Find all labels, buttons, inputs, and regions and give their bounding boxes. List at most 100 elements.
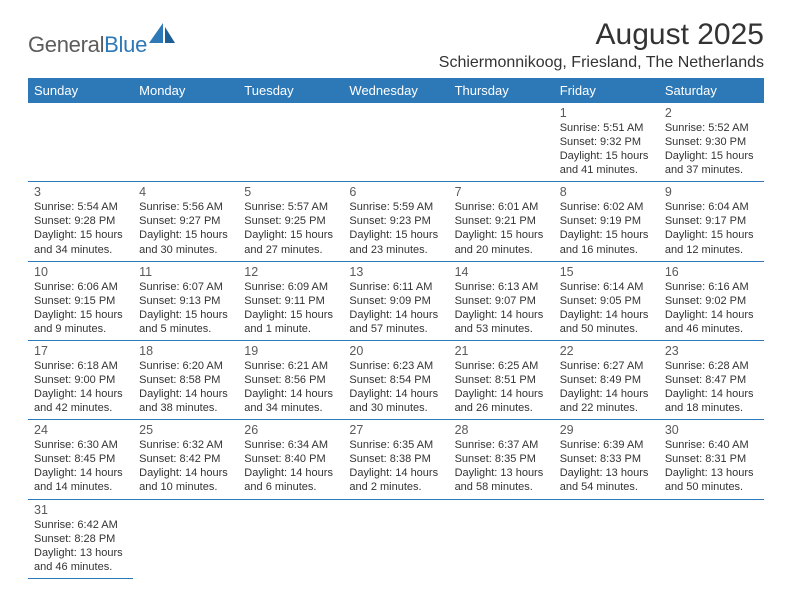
weekday-header-row: SundayMondayTuesdayWednesdayThursdayFrid… (28, 78, 764, 103)
brand-logo: GeneralBlue (28, 32, 177, 58)
sunset-line: Sunset: 9:15 PM (34, 294, 127, 308)
calendar-row: 31Sunrise: 6:42 AMSunset: 8:28 PMDayligh… (28, 499, 764, 578)
daylight-line: Daylight: 15 hours and 23 minutes. (349, 228, 442, 256)
calendar-day: 25Sunrise: 6:32 AMSunset: 8:42 PMDayligh… (133, 420, 238, 499)
sail-icon (149, 23, 177, 50)
sunrise-line: Sunrise: 6:06 AM (34, 280, 127, 294)
day-number: 16 (665, 265, 758, 279)
sunset-line: Sunset: 8:38 PM (349, 452, 442, 466)
daylight-line: Daylight: 13 hours and 54 minutes. (560, 466, 653, 494)
daylight-line: Daylight: 15 hours and 37 minutes. (665, 149, 758, 177)
sunset-line: Sunset: 8:49 PM (560, 373, 653, 387)
sunrise-line: Sunrise: 6:14 AM (560, 280, 653, 294)
calendar-day: 27Sunrise: 6:35 AMSunset: 8:38 PMDayligh… (343, 420, 448, 499)
daylight-line: Daylight: 14 hours and 53 minutes. (455, 308, 548, 336)
calendar-row: 24Sunrise: 6:30 AMSunset: 8:45 PMDayligh… (28, 420, 764, 499)
daylight-line: Daylight: 14 hours and 22 minutes. (560, 387, 653, 415)
daylight-line: Daylight: 13 hours and 50 minutes. (665, 466, 758, 494)
calendar-empty (449, 499, 554, 578)
sunset-line: Sunset: 8:42 PM (139, 452, 232, 466)
calendar-row: 1Sunrise: 5:51 AMSunset: 9:32 PMDaylight… (28, 103, 764, 182)
day-number: 30 (665, 423, 758, 437)
weekday-header: Monday (133, 78, 238, 103)
sunset-line: Sunset: 8:47 PM (665, 373, 758, 387)
sunset-line: Sunset: 8:45 PM (34, 452, 127, 466)
sunset-line: Sunset: 9:02 PM (665, 294, 758, 308)
day-number: 20 (349, 344, 442, 358)
day-number: 8 (560, 185, 653, 199)
daylight-line: Daylight: 15 hours and 5 minutes. (139, 308, 232, 336)
calendar-day: 18Sunrise: 6:20 AMSunset: 8:58 PMDayligh… (133, 340, 238, 419)
sunset-line: Sunset: 8:54 PM (349, 373, 442, 387)
day-number: 18 (139, 344, 232, 358)
sunrise-line: Sunrise: 5:54 AM (34, 200, 127, 214)
daylight-line: Daylight: 14 hours and 2 minutes. (349, 466, 442, 494)
calendar-empty (238, 103, 343, 182)
sunrise-line: Sunrise: 6:40 AM (665, 438, 758, 452)
sunrise-line: Sunrise: 6:35 AM (349, 438, 442, 452)
daylight-line: Daylight: 15 hours and 9 minutes. (34, 308, 127, 336)
daylight-line: Daylight: 15 hours and 16 minutes. (560, 228, 653, 256)
daylight-line: Daylight: 13 hours and 58 minutes. (455, 466, 548, 494)
day-number: 3 (34, 185, 127, 199)
weekday-header: Wednesday (343, 78, 448, 103)
calendar-day: 21Sunrise: 6:25 AMSunset: 8:51 PMDayligh… (449, 340, 554, 419)
day-number: 6 (349, 185, 442, 199)
weekday-header: Sunday (28, 78, 133, 103)
day-number: 29 (560, 423, 653, 437)
sunset-line: Sunset: 9:11 PM (244, 294, 337, 308)
calendar-day: 11Sunrise: 6:07 AMSunset: 9:13 PMDayligh… (133, 261, 238, 340)
day-number: 11 (139, 265, 232, 279)
calendar-day: 6Sunrise: 5:59 AMSunset: 9:23 PMDaylight… (343, 182, 448, 261)
calendar-day: 8Sunrise: 6:02 AMSunset: 9:19 PMDaylight… (554, 182, 659, 261)
sunrise-line: Sunrise: 6:32 AM (139, 438, 232, 452)
calendar-day: 1Sunrise: 5:51 AMSunset: 9:32 PMDaylight… (554, 103, 659, 182)
calendar-day: 2Sunrise: 5:52 AMSunset: 9:30 PMDaylight… (659, 103, 764, 182)
day-number: 2 (665, 106, 758, 120)
day-number: 13 (349, 265, 442, 279)
sunset-line: Sunset: 9:23 PM (349, 214, 442, 228)
sunset-line: Sunset: 9:09 PM (349, 294, 442, 308)
day-number: 15 (560, 265, 653, 279)
daylight-line: Daylight: 15 hours and 30 minutes. (139, 228, 232, 256)
day-number: 27 (349, 423, 442, 437)
day-number: 10 (34, 265, 127, 279)
sunset-line: Sunset: 9:30 PM (665, 135, 758, 149)
header: GeneralBlue August 2025 Schiermonnikoog,… (28, 18, 764, 72)
daylight-line: Daylight: 14 hours and 46 minutes. (665, 308, 758, 336)
weekday-header: Saturday (659, 78, 764, 103)
calendar-day: 22Sunrise: 6:27 AMSunset: 8:49 PMDayligh… (554, 340, 659, 419)
calendar-day: 29Sunrise: 6:39 AMSunset: 8:33 PMDayligh… (554, 420, 659, 499)
location: Schiermonnikoog, Friesland, The Netherla… (439, 54, 764, 72)
calendar-empty (133, 499, 238, 578)
sunset-line: Sunset: 8:40 PM (244, 452, 337, 466)
daylight-line: Daylight: 14 hours and 34 minutes. (244, 387, 337, 415)
sunrise-line: Sunrise: 6:16 AM (665, 280, 758, 294)
daylight-line: Daylight: 14 hours and 26 minutes. (455, 387, 548, 415)
sunset-line: Sunset: 8:51 PM (455, 373, 548, 387)
weekday-header: Tuesday (238, 78, 343, 103)
calendar-day: 19Sunrise: 6:21 AMSunset: 8:56 PMDayligh… (238, 340, 343, 419)
sunrise-line: Sunrise: 5:51 AM (560, 121, 653, 135)
sunrise-line: Sunrise: 6:02 AM (560, 200, 653, 214)
calendar-empty (343, 499, 448, 578)
weekday-header: Friday (554, 78, 659, 103)
day-number: 1 (560, 106, 653, 120)
day-number: 7 (455, 185, 548, 199)
day-number: 4 (139, 185, 232, 199)
day-number: 5 (244, 185, 337, 199)
calendar-day: 4Sunrise: 5:56 AMSunset: 9:27 PMDaylight… (133, 182, 238, 261)
calendar-day: 3Sunrise: 5:54 AMSunset: 9:28 PMDaylight… (28, 182, 133, 261)
brand-part1: General (28, 32, 104, 57)
calendar-day: 30Sunrise: 6:40 AMSunset: 8:31 PMDayligh… (659, 420, 764, 499)
sunrise-line: Sunrise: 6:23 AM (349, 359, 442, 373)
sunset-line: Sunset: 8:33 PM (560, 452, 653, 466)
day-number: 24 (34, 423, 127, 437)
sunset-line: Sunset: 9:25 PM (244, 214, 337, 228)
brand-part2: Blue (104, 32, 147, 57)
sunrise-line: Sunrise: 6:09 AM (244, 280, 337, 294)
page-title: August 2025 (439, 18, 764, 52)
day-number: 23 (665, 344, 758, 358)
brand-text: GeneralBlue (28, 32, 147, 58)
daylight-line: Daylight: 14 hours and 57 minutes. (349, 308, 442, 336)
